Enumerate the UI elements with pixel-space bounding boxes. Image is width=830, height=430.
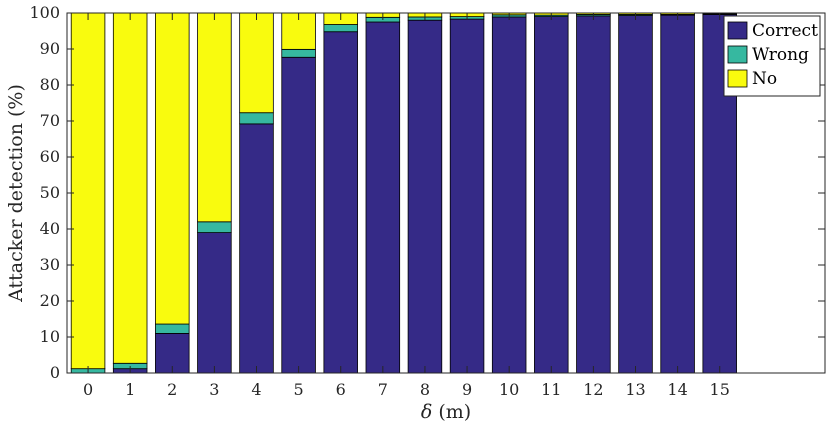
bar-wrong-6 <box>323 24 358 33</box>
x-axis-label-symbol: δ <box>421 401 432 423</box>
y-tick-label: 80 <box>40 75 60 94</box>
legend-swatch-wrong <box>727 45 748 64</box>
legend-label-correct: Correct <box>752 21 818 41</box>
bar-wrong-2 <box>155 323 190 334</box>
y-tick-label: 20 <box>40 291 60 310</box>
bar-correct-11 <box>534 16 569 374</box>
x-tick-label: 6 <box>336 380 346 399</box>
bar-no-4 <box>239 12 274 114</box>
bar-correct-9 <box>449 18 485 374</box>
x-tick-label: 10 <box>499 380 519 399</box>
y-tick-label: 30 <box>40 255 60 274</box>
legend-swatch-correct <box>727 21 748 40</box>
legend-label-no: No <box>752 69 777 89</box>
bar-correct-14 <box>660 14 695 374</box>
x-tick-label: 13 <box>625 380 645 399</box>
x-tick-label: 2 <box>167 380 177 399</box>
x-axis-label-unit: (m) <box>432 401 471 423</box>
bar-correct-5 <box>281 56 316 374</box>
y-axis-label: Attacker detection (%) <box>5 84 27 303</box>
bar-correct-7 <box>365 21 401 374</box>
bar-correct-8 <box>407 19 443 374</box>
bar-correct-3 <box>197 232 232 374</box>
x-tick-label: 3 <box>209 380 219 399</box>
x-tick-label: 14 <box>667 380 687 399</box>
y-tick-label: 100 <box>29 3 60 22</box>
bar-correct-6 <box>323 31 358 374</box>
bar-no-3 <box>197 12 232 223</box>
x-tick-label: 5 <box>294 380 304 399</box>
bar-correct-4 <box>239 123 274 374</box>
y-tick-label: 60 <box>40 147 60 166</box>
y-tick-label: 0 <box>50 363 60 382</box>
bar-wrong-3 <box>197 221 232 234</box>
x-tick-label: 12 <box>583 380 603 399</box>
y-tick-label: 40 <box>40 219 60 238</box>
bar-wrong-5 <box>281 48 316 58</box>
bar-no-1 <box>112 12 148 364</box>
x-tick-label: 11 <box>541 380 561 399</box>
bar-correct-13 <box>618 15 653 374</box>
y-tick-label: 90 <box>40 39 60 58</box>
x-tick-label: 8 <box>420 380 430 399</box>
legend: Correct Wrong No <box>723 15 821 97</box>
x-tick-label: 0 <box>83 380 93 399</box>
x-tick-label: 1 <box>125 380 135 399</box>
bar-no-2 <box>155 12 190 325</box>
x-tick-label: 15 <box>710 380 730 399</box>
x-axis-label: δ (m) <box>421 401 471 423</box>
legend-swatch-no <box>727 69 748 88</box>
bar-correct-10 <box>491 16 527 374</box>
x-tick-label: 4 <box>251 380 261 399</box>
y-tick-label: 10 <box>40 327 60 346</box>
y-axis: 0 10 20 30 40 50 60 70 80 90 100 <box>29 3 825 382</box>
bar-correct-12 <box>576 15 611 374</box>
x-tick-label: 7 <box>378 380 388 399</box>
y-tick-label: 70 <box>40 111 60 130</box>
bar-no-5 <box>281 12 316 50</box>
legend-label-wrong: Wrong <box>752 45 809 65</box>
bar-no-0 <box>70 12 106 370</box>
x-axis: 0 1 2 3 4 5 6 7 8 9 10 11 12 13 14 15 <box>83 13 730 399</box>
y-tick-label: 50 <box>40 183 60 202</box>
bars-group <box>70 12 737 374</box>
x-tick-label: 9 <box>462 380 472 399</box>
bar-wrong-4 <box>239 112 274 125</box>
